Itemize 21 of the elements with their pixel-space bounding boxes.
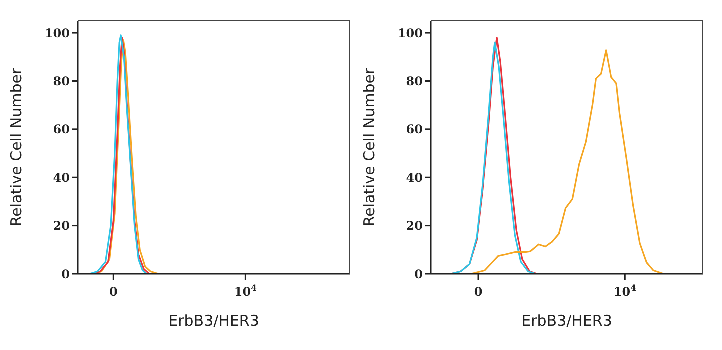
x-tick-label: 10$^{4}$ bbox=[614, 283, 637, 299]
y-tick-label: 0 bbox=[414, 267, 423, 282]
y-tick-label: 40 bbox=[53, 170, 70, 185]
y-tick-label: 80 bbox=[53, 74, 70, 88]
line-series bbox=[470, 50, 664, 274]
y-tick-label: 20 bbox=[53, 219, 70, 234]
y-tick-label: 100 bbox=[44, 26, 70, 40]
y-tick-label: 20 bbox=[406, 219, 423, 234]
y-axis-title: Relative Cell Number bbox=[7, 68, 26, 227]
y-tick-label: 40 bbox=[406, 170, 423, 185]
y-tick-label: 100 bbox=[398, 26, 423, 40]
x-tick-label: 0 bbox=[474, 285, 483, 299]
x-axis-title: ErbB3/HER3 bbox=[168, 312, 260, 330]
y-tick-label: 60 bbox=[53, 122, 70, 137]
y-tick-label: 0 bbox=[62, 267, 70, 282]
y-tick-label: 60 bbox=[406, 122, 423, 137]
y-tick-label: 80 bbox=[406, 74, 423, 88]
x-tick-label: 10$^{4}$ bbox=[234, 283, 258, 299]
x-axis-title: ErbB3/HER3 bbox=[522, 312, 612, 330]
x-tick-label: 0 bbox=[109, 285, 118, 299]
y-axis-title: Relative Cell Number bbox=[360, 68, 378, 227]
